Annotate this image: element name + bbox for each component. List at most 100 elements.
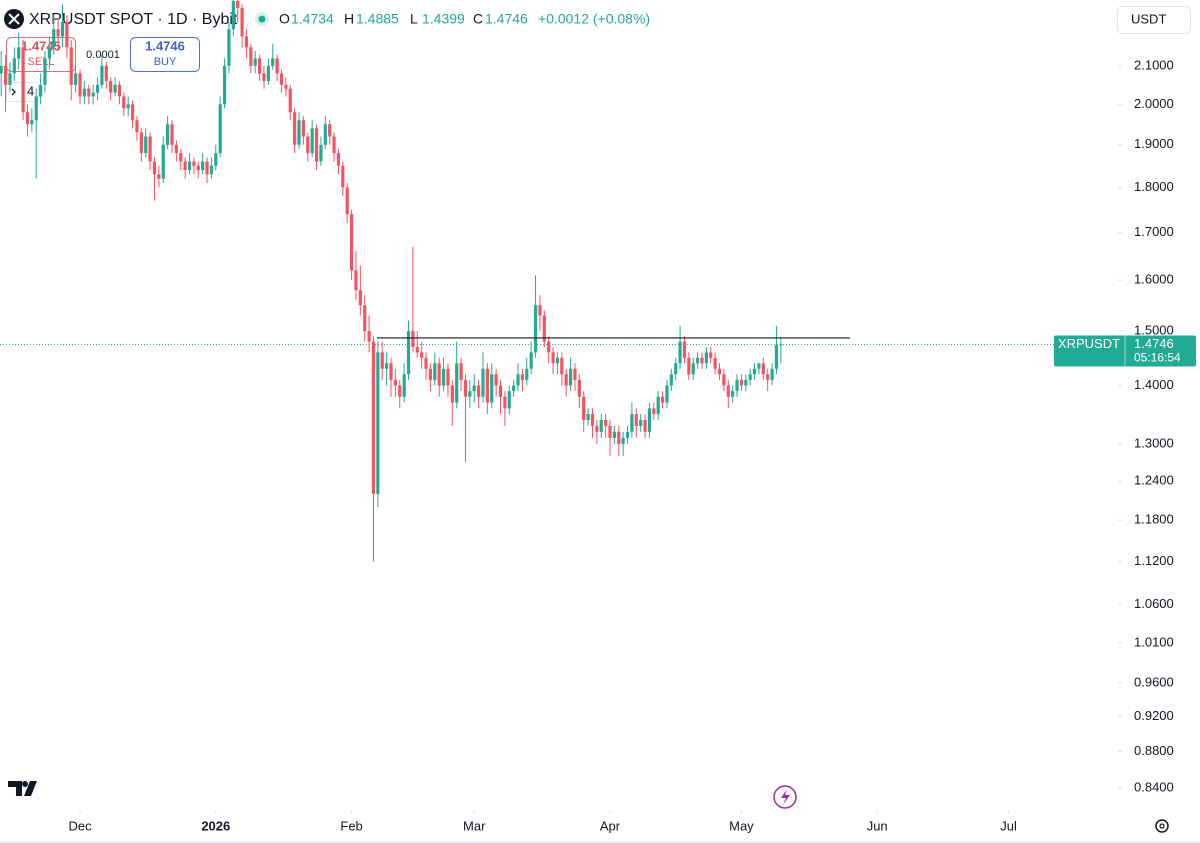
candle-body: [665, 385, 669, 403]
x-tick-label: Jun: [867, 818, 888, 833]
candle-body: [485, 368, 489, 403]
ohlc-value: 1.4734: [291, 11, 334, 27]
candle-body: [74, 73, 78, 85]
candle-body: [43, 58, 47, 85]
lightning-icon[interactable]: [773, 785, 797, 809]
buy-button[interactable]: [130, 37, 200, 72]
y-tick-label: 2.0000: [1134, 96, 1174, 111]
candle-body: [174, 144, 178, 154]
candle-body: [450, 385, 454, 403]
currency-button[interactable]: [1117, 6, 1191, 34]
candle-body: [634, 414, 638, 426]
candle-body: [477, 385, 481, 397]
candle-body: [12, 58, 16, 74]
symbol-logo-mark: [8, 13, 20, 25]
candle-body: [420, 352, 424, 358]
candle-body: [240, 7, 244, 37]
candle-body: [0, 65, 3, 74]
candle-body: [258, 58, 262, 74]
candle-body: [481, 368, 485, 397]
chevron: [11, 88, 16, 96]
candle-body: [709, 352, 713, 358]
candle-body: [385, 363, 389, 369]
candle-body: [547, 341, 551, 353]
candle-body: [196, 165, 200, 171]
indicator-count[interactable]: 4: [27, 83, 34, 98]
candle-body: [599, 419, 603, 432]
candle-body: [700, 357, 704, 364]
candle-body: [660, 396, 665, 403]
candle-body: [503, 396, 507, 409]
candle-body: [336, 153, 341, 166]
candle-body: [262, 73, 266, 82]
candle-body: [341, 165, 345, 188]
candle-body: [639, 419, 643, 426]
candle-body: [39, 84, 43, 97]
candle-body: [520, 374, 525, 380]
candle-body: [319, 144, 323, 162]
currency[interactable]: USDT: [1131, 11, 1166, 26]
candle-body: [415, 347, 419, 353]
y-tick-label: 1.0600: [1134, 596, 1174, 611]
candle-body: [201, 161, 205, 171]
candle-body: [130, 104, 135, 121]
change: +0.0012 (+0.08%): [538, 11, 650, 27]
y-tick-label: 1.5000: [1134, 323, 1174, 338]
price-tag-price: 1.4746: [1134, 336, 1174, 351]
candle-body: [726, 385, 730, 397]
candle-body: [376, 352, 380, 494]
candle-body: [275, 58, 279, 74]
candle-body: [249, 47, 253, 66]
price-tag-countdown: 05:16:54: [1134, 351, 1181, 365]
candle-body: [266, 65, 270, 82]
candle-body: [490, 374, 494, 403]
candle-body: [446, 368, 450, 386]
sell-label[interactable]: SELL: [28, 56, 55, 68]
buy-price[interactable]: 1.4746: [145, 38, 185, 53]
candle-body: [349, 214, 354, 271]
candle-body: [595, 425, 599, 432]
candle-body: [109, 81, 113, 93]
candle-body: [3, 65, 8, 85]
tradingview-logo[interactable]: [8, 781, 37, 796]
candle-body: [643, 419, 647, 432]
candle-body: [498, 385, 503, 397]
candle-body: [757, 363, 761, 369]
candle-body: [65, 22, 69, 48]
candle-body: [744, 379, 748, 386]
candle-body: [696, 357, 700, 364]
candle-body: [770, 368, 774, 380]
candle-body: [529, 352, 533, 369]
candle-body: [166, 124, 170, 145]
candle-body: [402, 374, 406, 397]
ohlc-label: O: [279, 11, 290, 27]
candle-body: [122, 96, 126, 109]
candle-body: [525, 368, 529, 380]
y-tick-label: 1.0100: [1134, 634, 1174, 649]
candle-body: [647, 408, 652, 432]
candle-body: [288, 88, 292, 113]
candle-body: [555, 357, 560, 364]
candle-body: [704, 352, 708, 364]
y-tick-label: 1.1800: [1134, 512, 1174, 527]
candle-body: [608, 425, 612, 438]
candle-body: [152, 161, 157, 175]
candle-body: [60, 22, 65, 37]
buy-label[interactable]: BUY: [154, 56, 177, 68]
candle-body: [560, 357, 564, 375]
candle-body: [231, 1, 235, 30]
candle-body: [183, 161, 187, 171]
candle-body: [612, 431, 616, 438]
tradingview-logo-dot: [22, 781, 28, 787]
candle-body: [8, 73, 12, 85]
candle-body: [214, 153, 218, 166]
price-tag-symbol: XRPUSDT: [1058, 336, 1120, 351]
candle-body: [428, 368, 433, 380]
y-tick-label: 0.8400: [1134, 780, 1174, 795]
settings-icon[interactable]: [1155, 819, 1169, 833]
y-tick-label: 1.6000: [1134, 272, 1174, 287]
candle-body: [542, 315, 546, 342]
candle-body: [104, 65, 108, 82]
candle-body: [455, 363, 459, 403]
candle-body: [117, 84, 122, 97]
